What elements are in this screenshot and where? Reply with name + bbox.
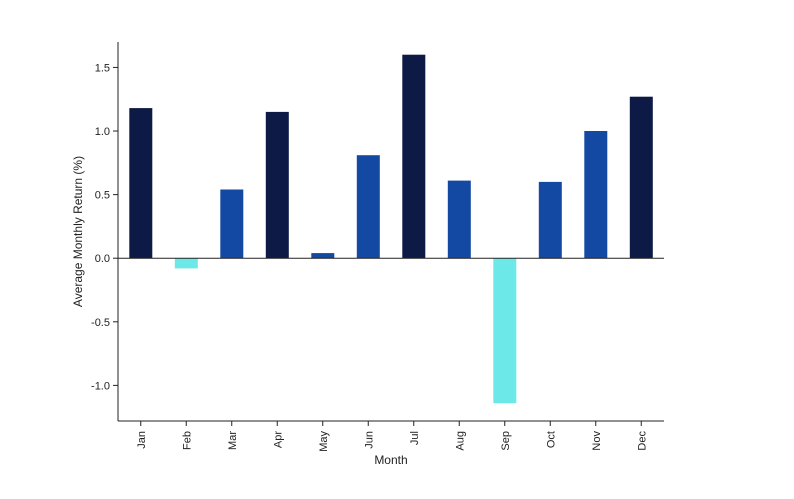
bar-jul bbox=[402, 54, 426, 259]
x-tick-label-nov: Nov bbox=[591, 431, 603, 451]
bar-mar bbox=[220, 189, 244, 259]
x-tick-label-dec: Dec bbox=[636, 431, 648, 451]
bar-nov bbox=[584, 131, 608, 259]
bar-dec bbox=[629, 96, 653, 259]
bar-may bbox=[311, 253, 335, 259]
x-tick-label-may: May bbox=[318, 431, 330, 452]
y-axis: -1.0 -0.5 0.0 0.5 1.0 1.5 bbox=[91, 42, 119, 421]
x-tick-label-aug: Aug bbox=[454, 431, 466, 451]
bar-oct bbox=[538, 181, 562, 259]
bar-aug bbox=[447, 180, 471, 259]
x-axis: Jan Feb Mar Apr May Jun Jul Aug Sep Oct Nov Dec bbox=[118, 420, 664, 452]
x-tick-label-sep: Sep bbox=[500, 431, 512, 451]
y-tick-label: 1.0 bbox=[95, 126, 110, 138]
bar-jan bbox=[129, 108, 153, 259]
bar-jun bbox=[356, 155, 380, 259]
bar-sep bbox=[493, 258, 517, 404]
y-axis-title: Average Monthly Return (%) bbox=[71, 156, 85, 307]
bars-group bbox=[129, 54, 653, 404]
x-tick-label-feb: Feb bbox=[181, 431, 193, 450]
y-tick-label: 0.0 bbox=[95, 253, 110, 265]
x-tick-label-jan: Jan bbox=[136, 431, 148, 449]
x-tick-label-mar: Mar bbox=[227, 431, 239, 450]
bar-apr bbox=[265, 111, 289, 259]
x-tick-label-apr: Apr bbox=[272, 431, 284, 448]
y-tick-label: -1.0 bbox=[91, 380, 110, 392]
x-tick-label-jul: Jul bbox=[409, 431, 421, 445]
bar-feb bbox=[174, 258, 198, 269]
x-tick-label-jun: Jun bbox=[363, 431, 375, 449]
y-tick-label: -0.5 bbox=[91, 317, 110, 329]
y-tick-label: 0.5 bbox=[95, 190, 110, 202]
x-tick-label-oct: Oct bbox=[545, 431, 557, 448]
x-axis-title: Month bbox=[374, 453, 407, 467]
y-tick-label: 1.5 bbox=[95, 62, 110, 74]
